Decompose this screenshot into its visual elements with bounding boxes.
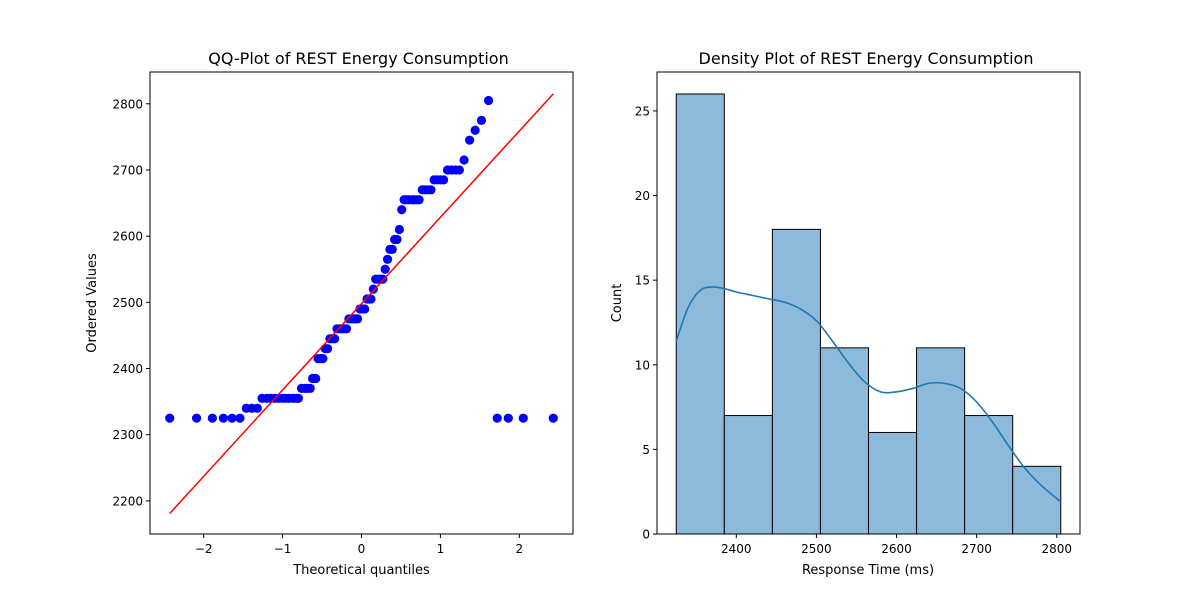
histogram-bar [675, 93, 725, 535]
qq-x-tick-label: 1 [437, 542, 445, 556]
histogram-bar [723, 415, 773, 535]
qq-point [397, 205, 407, 215]
density-y-tick-label: 20 [635, 189, 650, 203]
density-x-tick-label: 2600 [881, 542, 912, 556]
qq-point [293, 393, 303, 403]
histogram-bar [868, 431, 918, 535]
qq-point [380, 264, 390, 274]
histogram-bar [964, 415, 1014, 535]
qq-point [483, 95, 494, 106]
qq-point [382, 254, 393, 264]
density-x-axis-label: Response Time (ms) [802, 563, 934, 578]
qq-y-tick-label: 2600 [112, 230, 143, 244]
histogram-bar [1012, 465, 1062, 535]
qq-x-tick-label: 0 [358, 542, 366, 556]
qq-point [352, 314, 363, 324]
qq-point [252, 403, 262, 413]
qq-x-tick-label: 2 [516, 542, 524, 556]
density-ticks: 2400 2500 2600 2700 2800 0 5 10 15 20 25 [635, 104, 1072, 556]
qq-point [387, 244, 397, 254]
density-plot-title: Density Plot of REST Energy Consumption [699, 49, 1034, 68]
qq-point [465, 135, 475, 145]
qq-point [368, 284, 378, 294]
density-x-tick-label: 2800 [1041, 542, 1072, 556]
qq-plot-frame [149, 71, 574, 535]
qq-point [503, 413, 513, 423]
qq-point [165, 413, 175, 423]
qq-y-axis-label: Ordered Values [85, 253, 100, 353]
density-plot-frame [656, 71, 1081, 535]
qq-point [492, 413, 502, 423]
qq-point [518, 413, 528, 423]
qq-point [438, 175, 449, 185]
density-x-tick-label: 2400 [721, 542, 752, 556]
qq-y-tick-label: 2300 [112, 428, 143, 442]
qq-reference-line [169, 93, 554, 514]
qq-point [207, 413, 217, 423]
qq-x-tick-label: −2 [195, 542, 213, 556]
qq-plot-title: QQ-Plot of REST Energy Consumption [208, 49, 508, 68]
qq-point [470, 125, 480, 135]
qq-y-tick-label: 2800 [112, 97, 143, 111]
density-x-tick-label: 2700 [961, 542, 992, 556]
qq-point [454, 165, 464, 175]
qq-y-tick-label: 2500 [112, 296, 143, 310]
histogram-bar [916, 347, 966, 535]
qq-point [426, 185, 436, 195]
density-y-tick-label: 25 [635, 104, 650, 118]
density-y-tick-label: 0 [642, 528, 650, 542]
qq-y-tick-label: 2700 [112, 163, 143, 177]
density-y-axis-label: Count [610, 284, 625, 323]
qq-x-axis-label: Theoretical quantiles [292, 563, 430, 578]
qq-point [191, 413, 202, 423]
density-y-tick-label: 10 [635, 358, 650, 372]
qq-x-tick-label: −1 [274, 542, 292, 556]
qq-point [360, 304, 370, 314]
qq-point [305, 383, 315, 393]
density-marks [675, 93, 1062, 535]
density-x-tick-label: 2500 [801, 542, 832, 556]
density-y-tick-label: 15 [635, 274, 650, 288]
density-plot-panel: Density Plot of REST Energy Consumption … [610, 49, 1081, 578]
density-y-tick-label: 5 [642, 443, 650, 457]
qq-point [218, 413, 228, 423]
kde-curve [675, 286, 1062, 503]
qq-point [227, 413, 237, 423]
qq-point [392, 234, 402, 245]
qq-marks [165, 93, 558, 514]
qq-y-tick-label: 2400 [112, 362, 143, 376]
qq-ticks: −2 −1 0 1 2 2200 2300 2400 2500 2600 2700 2800 [112, 97, 523, 556]
qq-point [548, 413, 558, 423]
qq-point [394, 224, 404, 235]
qq-point [235, 413, 245, 423]
qq-plot-panel: QQ-Plot of REST Energy Consumption −2 −1 0… [85, 49, 574, 578]
qq-y-tick-label: 2200 [112, 494, 143, 508]
histogram-bar [771, 228, 821, 535]
qq-point [414, 195, 424, 205]
qq-point [459, 155, 469, 165]
qq-point [341, 324, 352, 334]
qq-point [311, 373, 321, 384]
qq-point [322, 344, 333, 354]
histogram-bar [819, 347, 870, 535]
qq-point [476, 115, 487, 125]
qq-point [318, 353, 328, 364]
